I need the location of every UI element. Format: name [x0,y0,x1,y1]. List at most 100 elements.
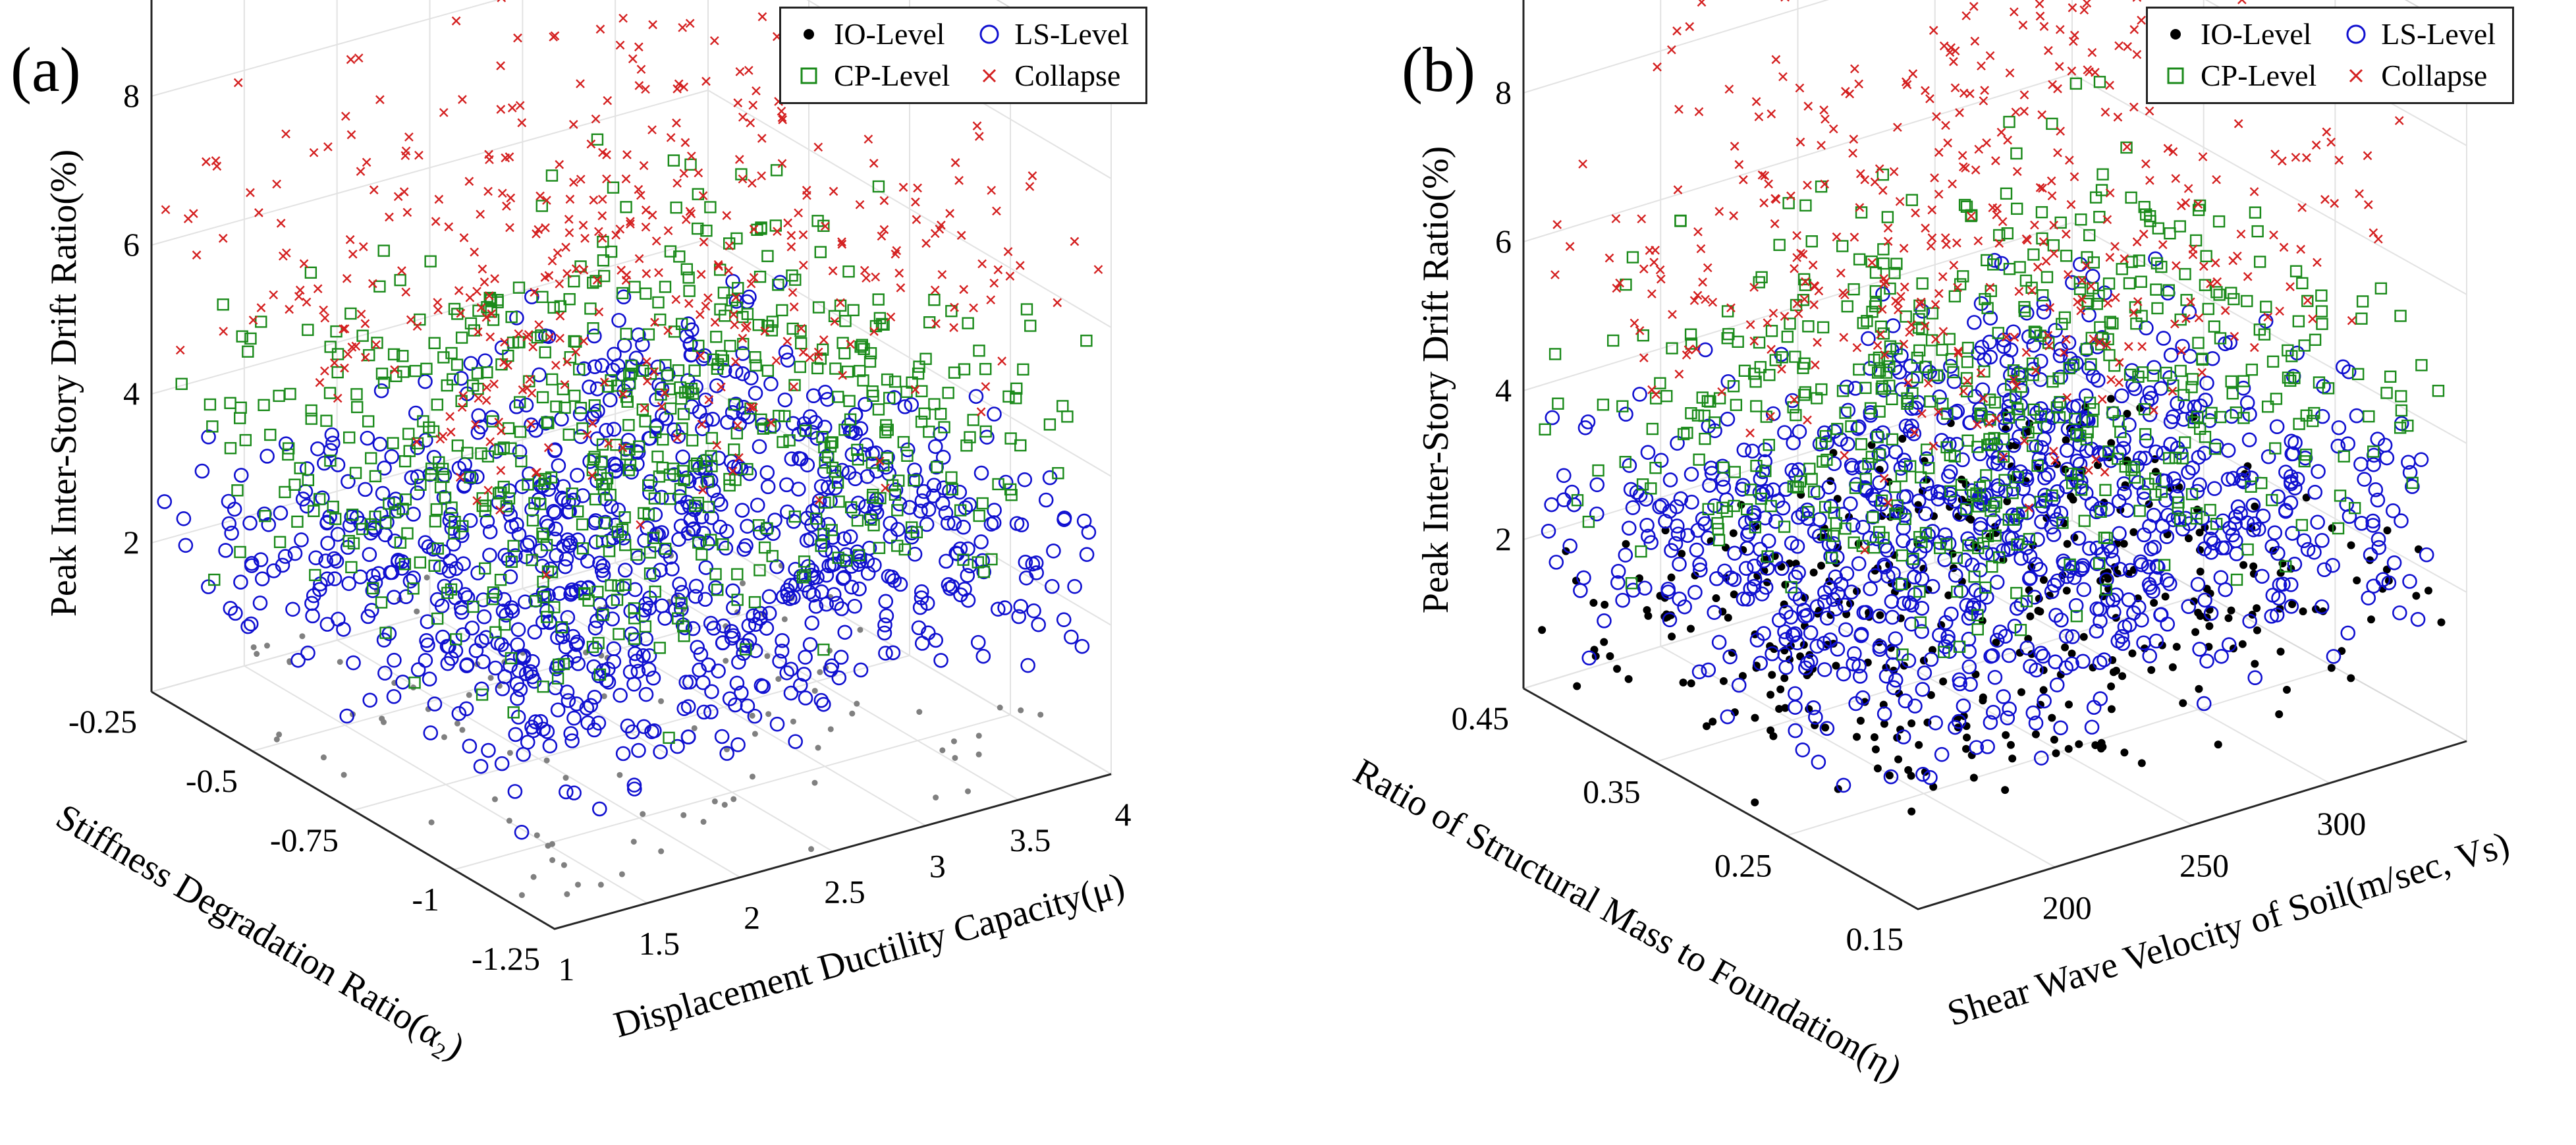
data-point-collapse [2363,200,2373,209]
data-point-ls [1740,592,1755,607]
data-point-collapse [515,101,525,111]
data-point-cp [2185,381,2198,393]
data-point-cp [688,364,701,377]
data-point-ls [560,532,576,547]
data-point-cp [711,584,724,596]
data-point-ls [858,397,873,412]
data-point-cp [587,453,600,466]
data-point-collapse [892,246,902,256]
data-point-ls [680,729,696,744]
data-point-collapse [989,278,999,288]
data-point-collapse [1982,138,1991,148]
data-point-ls [780,582,795,598]
data-point-ls [2181,464,2196,480]
data-point-cp [397,503,409,515]
data-point-ls [2370,532,2386,547]
data-point-collapse [2011,107,2021,117]
data-point-io [1643,605,1651,614]
data-point-collapse [663,226,673,236]
data-point-io [2253,626,2261,634]
data-point-collapse [2049,220,2059,230]
data-point-cp [1981,302,1994,314]
data-point-cp [2016,507,2029,519]
data-point-ls [476,592,491,607]
data-point-ls [2037,693,2052,709]
data-point-collapse [1673,185,1683,194]
data-point-cp [1965,209,1977,223]
data-point-collapse [1954,349,1963,358]
data-point-collapse [603,96,613,105]
data-point-collapse [553,248,562,258]
data-point-cp [456,520,469,532]
data-point-io [680,812,687,818]
legend-b: IO-Level LS-Level CP-Level Collapse [2146,7,2514,104]
data-point-cp [2026,357,2039,370]
data-point-cp [2095,505,2107,518]
data-point-collapse [1708,297,1718,307]
data-point-io [2064,744,2073,753]
data-point-cp [2301,294,2314,308]
data-point-collapse [2046,176,2056,186]
data-point-io [1730,590,1738,599]
data-point-cp [2178,389,2190,401]
data-point-ls [763,376,779,391]
data-point-ls [482,524,498,540]
data-point-collapse [738,174,748,184]
data-point-cp [2014,367,2027,380]
data-point-cp [539,346,551,359]
data-point-ls [842,529,858,545]
data-point-collapse [1952,238,1961,248]
data-point-ls [453,370,469,386]
legend-label: LS-Level [1014,17,1130,51]
data-point-cp [653,642,666,654]
data-point-ls [1711,634,1727,650]
data-point-ls [518,549,534,565]
data-point-collapse [1950,83,1960,93]
data-point-collapse [2279,242,2289,252]
data-point-ls [375,486,391,501]
data-point-collapse [1985,418,1994,428]
data-point-collapse [562,269,572,279]
data-point-cp [915,415,928,428]
data-point-cp [709,568,722,580]
data-point-collapse [642,376,652,386]
data-point-collapse [783,218,792,228]
data-point-collapse [412,321,422,331]
data-point-cp [2176,452,2189,464]
data-point-collapse [634,42,644,52]
data-point-cp [620,327,632,341]
data-point-io [2052,749,2060,758]
data-point-collapse [457,403,467,412]
data-point-ls [761,589,777,604]
data-point-cp [678,630,690,642]
data-point-ls [1046,543,1061,559]
data-point-collapse [484,291,494,300]
data-point-cp [2152,222,2165,235]
data-point-collapse [735,67,745,76]
data-point-ls [1811,528,1827,544]
data-point-ls [1969,740,1985,755]
data-point-collapse [340,324,350,333]
data-point-cp [918,407,931,420]
data-point-io [1999,555,2008,564]
data-point-collapse [276,219,286,228]
data-point-ls [1632,488,1648,503]
data-point-ls [865,446,880,461]
data-point-ls [1643,535,1659,550]
data-point-cp [1606,334,1620,347]
data-point-cp [2129,301,2142,314]
data-point-cp [2014,624,2027,636]
data-point-cp [1748,368,1761,380]
data-point-ls [1788,569,1803,585]
data-point-cp [675,597,688,609]
data-point-io [2276,648,2285,656]
data-point-ls [1787,586,1803,601]
data-point-ls [387,652,402,668]
data-point-collapse [1980,86,1989,95]
data-point-ls [2100,592,2116,608]
data-point-ls [1672,557,1687,572]
data-point-io [1780,674,1789,683]
data-point-collapse [2014,287,2024,296]
z-axis-title: Peak Inter-Story Drift Ratio(%) [43,150,84,617]
data-point-ls [583,698,599,713]
